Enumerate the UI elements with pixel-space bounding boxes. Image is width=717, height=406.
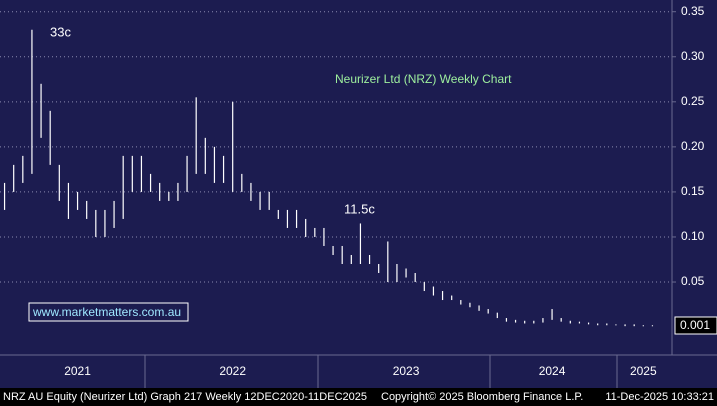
- last-price-label: 0.001: [680, 318, 710, 332]
- y-tick-label: 0.10: [681, 229, 705, 243]
- x-tick-label: 2024: [539, 364, 566, 378]
- x-tick-label: 2022: [219, 364, 246, 378]
- annotation: 33c: [50, 24, 71, 39]
- footer: [0, 388, 717, 406]
- x-tick-label: 2025: [630, 364, 657, 378]
- footer-text: 11-Dec-2025 10:33:21: [605, 391, 714, 403]
- background: [0, 0, 717, 388]
- y-tick-label: 0.35: [681, 4, 705, 18]
- watermark: www.marketmatters.com.au: [32, 305, 181, 319]
- footer-text: Copyright© 2025 Bloomberg Finance L.P.: [381, 391, 583, 403]
- y-tick-label: 0.30: [681, 49, 705, 63]
- chart-title: Neurizer Ltd (NRZ) Weekly Chart: [335, 72, 512, 86]
- footer-text: NRZ AU Equity (Neurizer Ltd) Graph 217 W…: [3, 391, 367, 403]
- x-tick-label: 2023: [393, 364, 420, 378]
- y-tick-label: 0.15: [681, 184, 705, 198]
- annotation: 11.5c: [344, 201, 375, 216]
- x-tick-label: 2021: [64, 364, 91, 378]
- watermark-box: [28, 302, 189, 322]
- y-tick-label: 0.25: [681, 94, 705, 108]
- y-tick-label: 0.05: [681, 274, 705, 288]
- y-tick-label: 0.20: [681, 139, 705, 153]
- last-price-box: [674, 316, 717, 335]
